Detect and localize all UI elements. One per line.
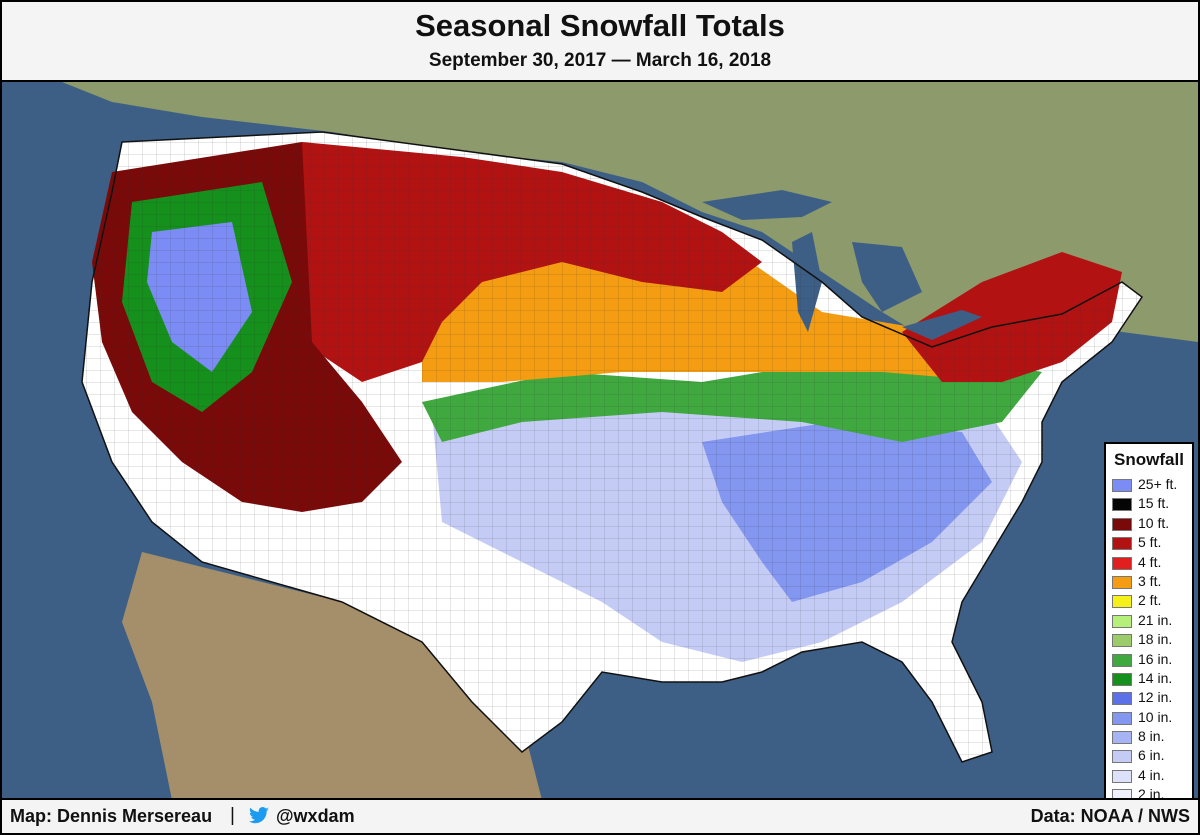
legend-swatch xyxy=(1112,614,1132,628)
legend-title: Snowfall xyxy=(1114,450,1184,469)
legend-label: 10 in. xyxy=(1138,708,1173,725)
legend-label: 14 in. xyxy=(1138,669,1173,686)
footer-separator: | xyxy=(230,805,235,826)
legend-swatch xyxy=(1112,556,1132,570)
map-date-range: September 30, 2017 — March 16, 2018 xyxy=(428,50,772,71)
legend-swatch xyxy=(1112,517,1132,531)
twitter-icon xyxy=(248,807,269,824)
lake-superior xyxy=(702,190,832,220)
footer: Map: Dennis Mersereau | @wxdam Data: NOA… xyxy=(2,798,1198,833)
legend-swatch xyxy=(1112,575,1132,589)
map-credit: Map: Dennis Mersereau xyxy=(10,806,213,826)
legend-label: 4 ft. xyxy=(1138,553,1162,570)
legend-swatch xyxy=(1112,731,1132,745)
legend-label: 15 ft. xyxy=(1138,495,1170,512)
legend-swatch xyxy=(1112,595,1132,609)
snowfall-map xyxy=(2,82,1198,800)
legend: Snowfall 25+ ft. 15 ft. 10 ft. 5 ft. 4 ft. 3 … xyxy=(1104,442,1194,822)
legend-swatch xyxy=(1112,498,1132,512)
legend-label: 3 ft. xyxy=(1138,572,1162,589)
twitter-handle[interactable]: @wxdam xyxy=(276,806,355,826)
legend-swatch xyxy=(1112,537,1132,551)
legend-label: 8 in. xyxy=(1138,728,1165,745)
legend-label: 4 in. xyxy=(1138,766,1165,783)
legend-swatch xyxy=(1112,672,1132,686)
legend-label: 18 in. xyxy=(1138,631,1173,648)
legend-label: 16 in. xyxy=(1138,650,1173,667)
mexico-land xyxy=(122,552,542,800)
legend-label: 21 in. xyxy=(1138,611,1173,628)
lake-huron xyxy=(852,242,922,312)
legend-swatch xyxy=(1112,634,1132,648)
lake-erie xyxy=(902,310,982,340)
legend-swatch xyxy=(1112,479,1132,492)
legend-label: 6 in. xyxy=(1138,747,1165,764)
legend-swatch xyxy=(1112,692,1132,706)
legend-swatch xyxy=(1112,750,1132,764)
legend-label: 12 in. xyxy=(1138,689,1173,706)
legend-label: 2 ft. xyxy=(1138,592,1162,609)
header: Seasonal Snowfall Totals September 30, 2… xyxy=(2,2,1198,82)
legend-label: 10 ft. xyxy=(1138,514,1170,531)
legend-label: 5 ft. xyxy=(1138,534,1162,551)
legend-swatch xyxy=(1112,653,1132,667)
legend-swatch xyxy=(1112,711,1132,725)
legend-swatch xyxy=(1112,769,1132,783)
us-border xyxy=(81,131,1144,763)
data-source: Data: NOAA / NWS xyxy=(1030,806,1190,826)
map-title: Seasonal Snowfall Totals xyxy=(415,8,785,43)
legend-label: 25+ ft. xyxy=(1138,476,1178,492)
map-graphic xyxy=(2,82,1198,800)
